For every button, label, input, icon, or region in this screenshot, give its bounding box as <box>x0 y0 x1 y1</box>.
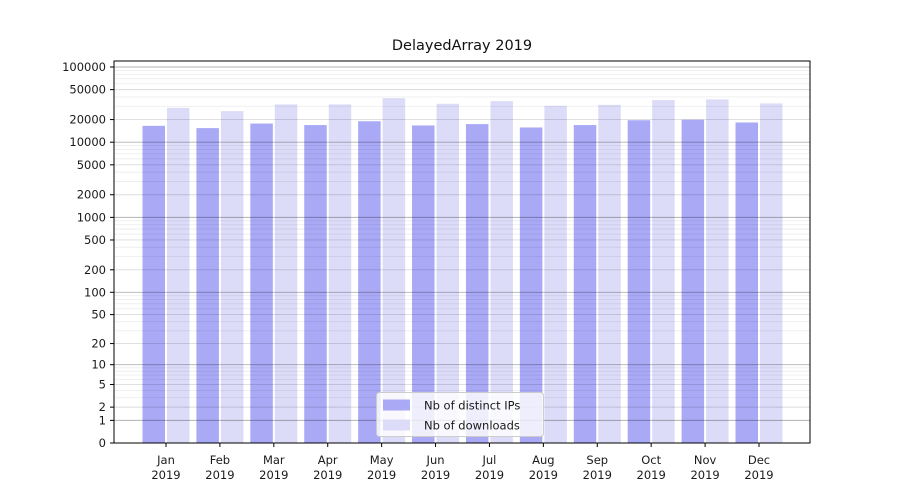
y-tick-label: 10 <box>91 358 106 372</box>
y-tick-label: 20000 <box>69 113 106 127</box>
bar-downloads <box>436 103 460 443</box>
x-tick-label-month: Oct <box>641 453 661 467</box>
y-tick-label: 1000 <box>77 210 106 224</box>
x-tick-label-year: 2019 <box>744 468 773 482</box>
x-tick-label-month: Jan <box>156 453 175 467</box>
legend-swatch <box>383 419 410 431</box>
x-tick-label-month: Aug <box>532 453 554 467</box>
bar-downloads <box>706 99 729 443</box>
legend-box <box>376 392 544 437</box>
x-tick-label-year: 2019 <box>367 468 396 482</box>
y-tick-label: 5000 <box>77 158 106 172</box>
bar-distinct-ips <box>519 127 543 443</box>
x-tick-label-year: 2019 <box>205 468 234 482</box>
bar-downloads <box>328 104 352 443</box>
y-tick-label: 500 <box>84 233 106 247</box>
x-tick-label-month: Sep <box>586 453 608 467</box>
x-tick-label-year: 2019 <box>259 468 288 482</box>
bar-downloads <box>760 103 783 444</box>
y-tick-label: 1 <box>99 413 106 427</box>
x-tick-label-year: 2019 <box>151 468 180 482</box>
y-tick-label: 0 <box>99 436 106 450</box>
y-tick-label: 100000 <box>62 60 106 74</box>
y-tick-label: 2000 <box>77 188 106 202</box>
legend-label: Nb of downloads <box>424 419 520 433</box>
x-tick-label-month: Dec <box>748 453 770 467</box>
grid-layer <box>114 66 810 421</box>
x-tick-label-month: Nov <box>694 453 717 467</box>
bar-downloads <box>490 101 513 443</box>
x-tick-label-month: May <box>370 453 394 467</box>
bar-downloads <box>220 111 244 443</box>
x-tick-label-year: 2019 <box>475 468 504 482</box>
bar-downloads <box>382 98 406 444</box>
bar-distinct-ips <box>412 125 435 443</box>
bar-downloads <box>167 107 190 443</box>
axes-layer: 0 12 5 10 20 50 100 200 500 1000 2000 5000 10000 2000… <box>62 60 811 482</box>
bar-distinct-ips <box>681 119 705 444</box>
x-tick-label-year: 2019 <box>637 468 666 482</box>
y-tick-label: 200 <box>84 263 106 277</box>
legend-swatch <box>383 399 410 411</box>
x-tick-label-month: Apr <box>318 453 338 467</box>
bar-distinct-ips <box>304 125 327 443</box>
bar-distinct-ips <box>627 120 651 444</box>
y-tick-label: 2 <box>99 400 106 414</box>
x-tick-label-month: Jun <box>426 453 445 467</box>
y-tick-label: 20 <box>91 337 106 351</box>
bar-distinct-ips <box>196 128 219 443</box>
x-tick-label-month: Mar <box>263 453 285 467</box>
bars-layer <box>142 98 783 444</box>
bar-distinct-ips <box>142 125 165 443</box>
x-tick-label-year: 2019 <box>421 468 450 482</box>
x-tick-label-year: 2019 <box>690 468 719 482</box>
legend: Nb of distinct IPs Nb of downloads <box>376 392 544 437</box>
bar-distinct-ips <box>465 124 489 443</box>
bar-distinct-ips <box>358 121 381 443</box>
plot-border <box>113 60 811 444</box>
y-tick-label: 10000 <box>69 135 106 149</box>
y-tick-label: 5 <box>99 377 106 391</box>
y-tick-label: 50000 <box>69 83 106 97</box>
x-tick-label-year: 2019 <box>529 468 558 482</box>
x-tick-label-year: 2019 <box>313 468 342 482</box>
x-tick-label-month: Feb <box>210 453 230 467</box>
bar-downloads <box>652 100 675 443</box>
legend-label: Nb of distinct IPs <box>424 399 520 413</box>
bar-downloads <box>598 104 621 444</box>
bar-distinct-ips <box>250 123 273 443</box>
chart-title: DelayedArray 2019 <box>392 38 532 54</box>
bar-distinct-ips <box>735 122 758 444</box>
bar-distinct-ips <box>573 125 597 443</box>
x-tick-label-year: 2019 <box>583 468 612 482</box>
y-tick-label: 50 <box>91 308 106 322</box>
y-tick-label: 100 <box>84 285 106 299</box>
bar-downloads <box>274 104 298 443</box>
bar-downloads <box>544 105 567 443</box>
x-tick-label-month: Jul <box>482 453 497 467</box>
